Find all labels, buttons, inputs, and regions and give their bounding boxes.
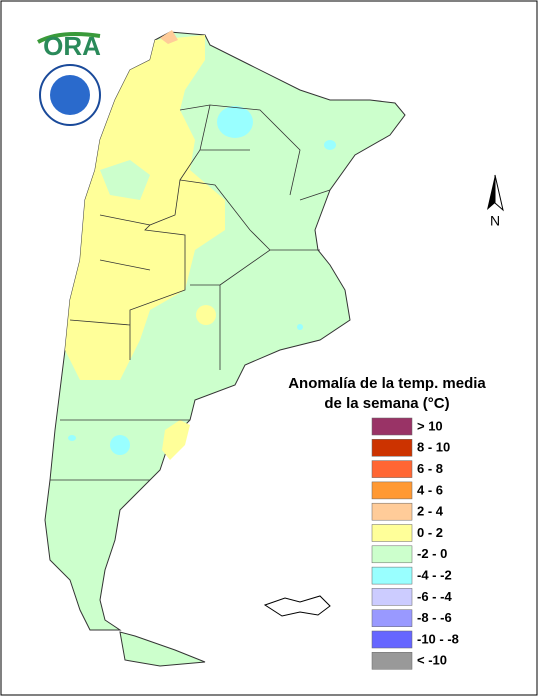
legend-label: 0 - 2 — [417, 525, 443, 540]
legend-label: -10 - -8 — [417, 631, 459, 646]
cold-spot — [110, 435, 130, 455]
legend-swatch — [371, 545, 413, 564]
arrow-left — [487, 175, 495, 210]
legend-swatch — [371, 439, 413, 457]
legend-label: < -10 — [417, 653, 447, 668]
legend-label: 6 - 8 — [417, 461, 443, 476]
legend-swatch — [371, 460, 413, 478]
legend-swatch — [371, 524, 413, 542]
legend-label: -8 - -6 — [417, 610, 452, 625]
logo: ORA — [37, 31, 101, 126]
legend-swatch — [371, 609, 413, 627]
warm-spot — [196, 305, 216, 325]
cold-spot — [68, 435, 76, 441]
legend-label: 2 - 4 — [417, 504, 444, 519]
warm-patch — [160, 30, 178, 44]
legend-swatch — [371, 630, 413, 649]
north-arrow: N — [487, 174, 504, 229]
legend-label: -2 - 0 — [417, 546, 447, 561]
malvinas — [263, 595, 331, 617]
legend-swatch — [371, 652, 413, 670]
province-borders — [50, 104, 331, 481]
cold-spot — [324, 140, 336, 150]
cool-patch — [100, 160, 150, 200]
cold-spot — [217, 106, 253, 138]
legend-title: de la semana (°C) — [324, 395, 449, 412]
arrow-right — [494, 174, 504, 212]
legend-label: > 10 — [417, 418, 443, 433]
legend-label: 8 - 10 — [417, 440, 450, 455]
legend: Anomalía de la temp. media de la semana … — [288, 375, 486, 670]
cold-spot — [297, 324, 303, 330]
legend-label: 4 - 6 — [417, 482, 443, 497]
warm-zone — [65, 35, 225, 380]
tierra-del-fuego — [119, 631, 206, 667]
logo-text: ORA — [43, 31, 101, 61]
legend-swatch — [371, 502, 413, 521]
warm-spot — [162, 420, 190, 460]
legend-swatch — [371, 566, 413, 585]
north-label: N — [490, 213, 500, 229]
logo-swoosh — [37, 32, 101, 44]
emblem-core — [50, 75, 90, 115]
legend-title: Anomalía de la temp. media — [288, 375, 486, 392]
legend-swatch — [371, 481, 413, 500]
country — [44, 30, 406, 667]
legend-label: -6 - -4 — [417, 589, 452, 604]
legend-swatch — [371, 417, 413, 436]
legend-label: -4 - -2 — [417, 568, 452, 583]
legend-swatch — [371, 588, 413, 606]
